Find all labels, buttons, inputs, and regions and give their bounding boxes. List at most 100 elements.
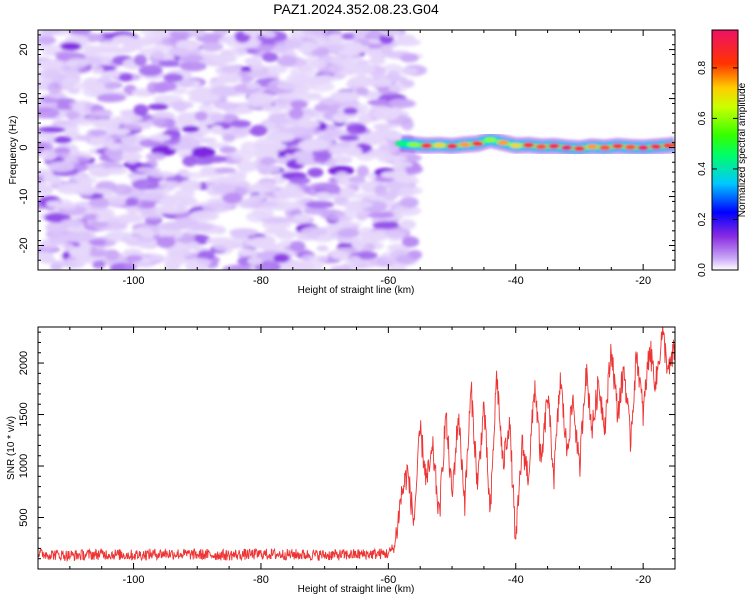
noise-blob — [180, 172, 209, 179]
noise-blob — [247, 256, 263, 266]
noise-blob — [250, 62, 265, 73]
noise-blob — [38, 183, 54, 195]
noise-blob — [179, 179, 201, 192]
noise-blob — [38, 36, 57, 45]
noise-blob — [159, 227, 173, 240]
noise-blob — [227, 172, 246, 184]
noise-blob — [372, 221, 400, 230]
y-tick-label: -20 — [18, 238, 30, 254]
noise-blob — [373, 123, 393, 130]
noise-blob — [343, 145, 363, 157]
noise-blob — [257, 163, 273, 176]
noise-blob — [107, 142, 121, 151]
noise-blob — [393, 38, 422, 47]
signal-trace — [395, 131, 675, 157]
noise-blob — [392, 205, 422, 217]
noise-blob — [222, 192, 243, 204]
noise-blob — [399, 53, 419, 63]
noise-blob — [188, 223, 219, 231]
noise-blob — [355, 87, 369, 96]
noise-blob — [148, 171, 177, 178]
noise-blob — [311, 48, 329, 57]
noise-blob — [68, 246, 91, 258]
noise-blob — [179, 61, 207, 72]
signal-point — [637, 145, 650, 151]
noise-blob — [181, 125, 200, 133]
noise-blob — [280, 93, 297, 101]
noise-blob — [211, 54, 238, 64]
noise-blob — [331, 155, 353, 165]
y-tick-label: -10 — [18, 189, 30, 205]
noise-blob — [328, 146, 348, 156]
noise-blob — [210, 85, 241, 97]
noise-blob — [276, 81, 306, 91]
snr-axes: -100 -80 -60 -40 -20 500 1000 1500 2000 — [18, 327, 676, 586]
noise-blob — [328, 165, 355, 176]
noise-blob — [229, 228, 259, 237]
signal-point — [484, 137, 497, 143]
noise-blob — [368, 57, 386, 65]
noise-blob — [189, 210, 220, 222]
x-tick-label: -80 — [253, 275, 269, 287]
noise-blob — [230, 149, 254, 162]
noise-blob — [163, 206, 190, 214]
noise-blob — [89, 249, 107, 258]
signal-point — [458, 142, 471, 148]
noise-blob — [151, 51, 165, 60]
noise-blob — [172, 87, 188, 95]
noise-blob — [229, 47, 248, 57]
noise-blob — [330, 91, 360, 102]
noise-blob — [350, 64, 375, 75]
noise-blob — [222, 264, 252, 270]
noise-blob — [92, 260, 106, 269]
noise-blob — [43, 30, 60, 36]
noise-blob — [311, 149, 334, 158]
snr-y-label: SNR (10 * v/v) — [6, 416, 17, 480]
noise-blob — [152, 117, 167, 126]
noise-blob — [38, 68, 61, 80]
noise-blob — [47, 82, 62, 94]
noise-blob — [211, 225, 225, 233]
noise-blob — [398, 178, 420, 185]
noise-blob — [64, 30, 92, 35]
x-tick-label: -80 — [253, 574, 269, 586]
noise-blob — [156, 236, 176, 249]
signal-point — [522, 142, 535, 148]
noise-blob — [95, 214, 118, 221]
noise-blob — [219, 146, 238, 154]
noise-blob — [307, 167, 324, 178]
noise-blob — [213, 242, 233, 252]
noise-blob — [252, 44, 280, 52]
noise-blob — [190, 146, 216, 158]
noise-blob — [288, 108, 304, 120]
noise-blob — [398, 186, 423, 195]
noise-blob — [331, 251, 348, 260]
signal-point — [611, 143, 624, 149]
noise-blob — [348, 175, 366, 184]
noise-blob — [48, 176, 63, 186]
noise-blob — [313, 155, 329, 163]
y-tick-label: 2000 — [18, 351, 30, 375]
x-tick-label: -20 — [635, 574, 651, 586]
noise-blob — [159, 180, 181, 189]
noise-blob — [305, 200, 335, 209]
colorbar-ticks: 0.0 0.2 0.4 0.6 0.8 — [697, 61, 738, 277]
y-tick-label: 0 — [18, 144, 30, 150]
noise-blob — [310, 59, 327, 70]
noise-blob — [217, 73, 243, 84]
noise-blob — [126, 206, 139, 215]
spectrogram-y-label: Frequency (Hz) — [8, 116, 19, 185]
colorbar-tick-label: 0.6 — [697, 111, 708, 125]
noise-blob — [360, 230, 388, 242]
noise-blob — [248, 194, 265, 203]
noise-blob — [122, 120, 153, 130]
y-tick-label: 1000 — [18, 454, 30, 478]
noise-blob — [370, 257, 396, 268]
noise-blob — [145, 152, 166, 161]
noise-blob — [372, 108, 398, 120]
noise-blob — [59, 218, 84, 229]
noise-blob — [69, 117, 99, 126]
noise-blob — [199, 42, 224, 52]
